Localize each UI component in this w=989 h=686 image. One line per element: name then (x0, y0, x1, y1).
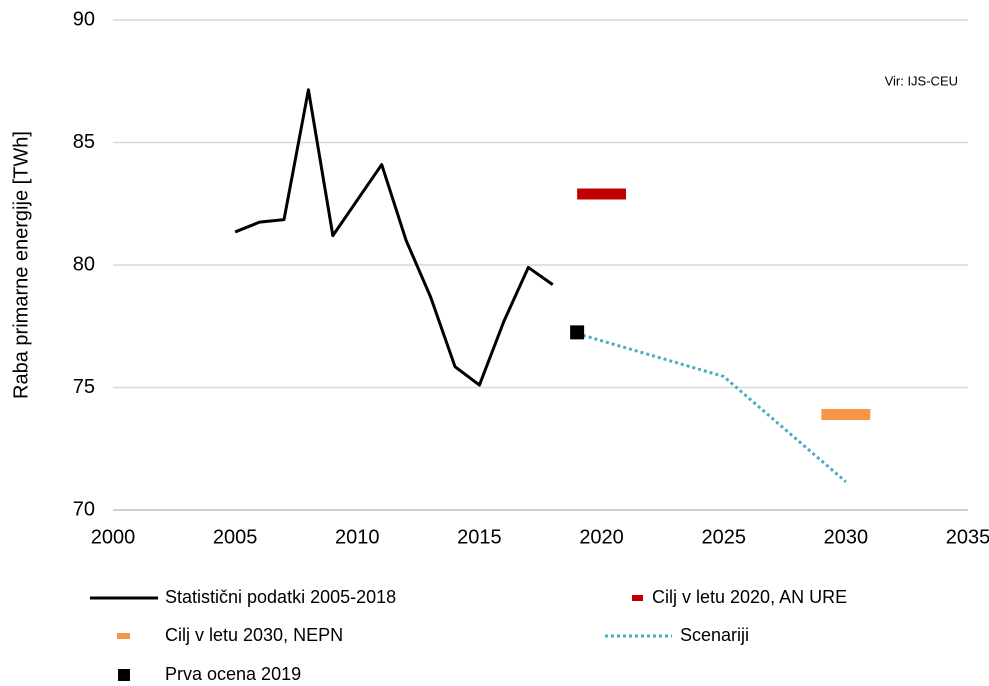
legend-label: Prva ocena 2019 (165, 664, 301, 684)
legend-swatch (118, 669, 130, 681)
marker (570, 325, 585, 340)
series-line (576, 332, 847, 483)
x-tick-label: 2020 (579, 526, 624, 548)
y-tick-label: 75 (73, 376, 95, 398)
x-tick-label: 2015 (457, 526, 502, 548)
x-tick-label: 2035 (946, 526, 989, 548)
x-tick-label: 2000 (91, 526, 136, 548)
legend-label: Scenariji (680, 625, 749, 645)
series-line (234, 88, 554, 387)
x-tick-label: 2030 (824, 526, 869, 548)
y-tick-label: 90 (73, 8, 95, 30)
y-tick-label: 85 (73, 131, 95, 153)
y-tick-label: 70 (73, 498, 95, 520)
x-tick-label: 2010 (335, 526, 380, 548)
legend-label: Cilj v letu 2020, AN URE (652, 587, 847, 607)
annotation: Vir: IJS-CEU (885, 73, 958, 88)
y-axis-label: Raba primarne energije [TWh] (10, 131, 32, 399)
x-tick-label: 2025 (701, 526, 746, 548)
legend-label: Cilj v letu 2030, NEPN (165, 625, 343, 645)
x-tick-label: 2005 (213, 526, 258, 548)
legend-label: Statistični podatki 2005-2018 (165, 587, 396, 607)
y-tick-label: 80 (73, 253, 95, 275)
